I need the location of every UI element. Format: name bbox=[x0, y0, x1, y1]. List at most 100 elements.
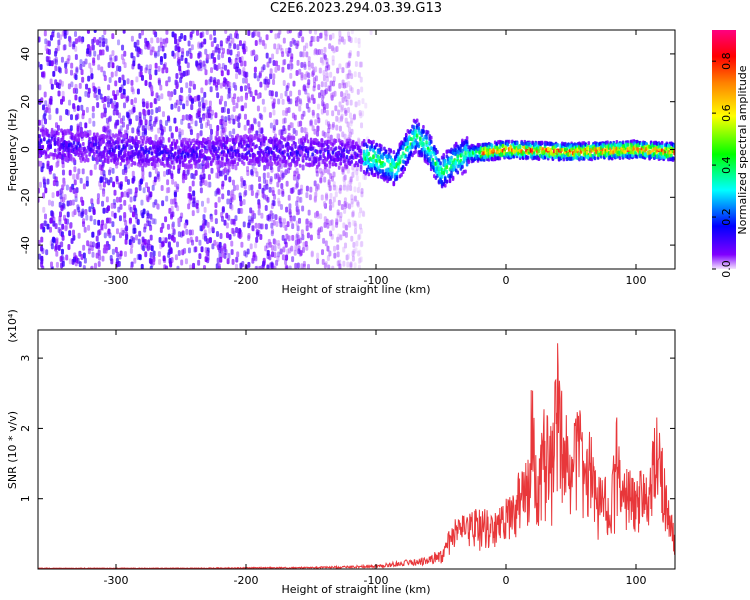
heatmap-cell bbox=[258, 153, 261, 158]
heatmap-cell bbox=[274, 173, 278, 180]
heatmap-cell bbox=[325, 193, 329, 200]
heatmap-cell bbox=[347, 31, 351, 38]
heatmap-cell bbox=[77, 206, 81, 213]
heatmap-cell bbox=[149, 115, 153, 122]
heatmap-cell bbox=[303, 127, 307, 134]
heatmap-cell bbox=[114, 94, 118, 101]
heatmap-cell bbox=[52, 130, 55, 135]
heatmap-cell bbox=[348, 52, 352, 59]
heatmap-cell bbox=[209, 237, 213, 244]
heatmap-cell bbox=[57, 131, 60, 136]
heatmap-cell bbox=[132, 175, 136, 182]
heatmap-cell bbox=[324, 260, 328, 267]
heatmap-cell bbox=[365, 144, 369, 149]
heatmap-cell bbox=[111, 210, 115, 217]
heatmap-cell bbox=[151, 218, 155, 225]
heatmap-cell bbox=[322, 92, 326, 99]
heatmap-cell bbox=[161, 45, 165, 52]
heatmap-cell bbox=[220, 156, 224, 161]
heatmap-cell bbox=[65, 184, 69, 191]
heatmap-cell bbox=[250, 189, 254, 196]
heatmap-cell bbox=[334, 185, 338, 192]
heatmap-cell bbox=[298, 98, 302, 105]
heatmap-cell bbox=[109, 98, 113, 105]
heatmap-cell bbox=[305, 218, 309, 225]
heatmap-cell bbox=[219, 82, 223, 89]
heatmap-cell bbox=[75, 187, 79, 194]
heatmap-cell bbox=[345, 99, 349, 106]
heatmap-cell bbox=[310, 94, 314, 101]
heatmap-cell bbox=[132, 224, 136, 231]
heatmap-cell bbox=[74, 30, 78, 37]
heatmap-cell bbox=[235, 53, 239, 60]
heatmap-cell bbox=[264, 223, 268, 230]
heatmap-cell bbox=[214, 209, 218, 216]
heatmap-cell bbox=[325, 102, 329, 109]
heatmap-cell bbox=[225, 232, 229, 239]
heatmap-cell bbox=[92, 153, 96, 158]
heatmap-cell bbox=[243, 124, 247, 131]
heatmap-cell bbox=[126, 178, 130, 185]
heatmap-cell bbox=[199, 51, 203, 58]
heatmap-cell bbox=[149, 258, 153, 265]
heatmap-cell bbox=[323, 30, 327, 36]
heatmap-cell bbox=[340, 91, 344, 98]
heatmap-cell bbox=[144, 163, 148, 168]
heatmap-cell bbox=[296, 59, 300, 66]
heatmap-cell bbox=[281, 118, 285, 125]
heatmap-cell bbox=[128, 218, 132, 225]
heatmap-cell bbox=[296, 95, 300, 102]
heatmap-cell bbox=[426, 130, 430, 135]
heatmap-cell bbox=[216, 43, 220, 50]
heatmap-cell bbox=[189, 264, 193, 269]
heatmap-cell bbox=[198, 253, 202, 260]
heatmap-cell bbox=[219, 40, 223, 47]
heatmap-cell bbox=[338, 82, 342, 89]
heatmap-cell bbox=[122, 88, 126, 95]
heatmap-cell bbox=[213, 56, 217, 63]
heatmap-cell bbox=[359, 207, 363, 214]
heatmap-cell bbox=[153, 98, 157, 105]
heatmap-cell bbox=[319, 67, 323, 74]
heatmap-cell bbox=[187, 247, 191, 254]
heatmap-cell bbox=[83, 257, 87, 264]
heatmap-cell bbox=[334, 162, 338, 167]
heatmap-cell bbox=[347, 35, 351, 42]
heatmap-cell bbox=[54, 56, 58, 63]
heatmap-cell bbox=[117, 39, 121, 46]
heatmap-cell bbox=[422, 142, 425, 147]
heatmap-cell bbox=[295, 200, 299, 207]
heatmap-cell bbox=[288, 211, 292, 218]
heatmap-cell bbox=[347, 60, 351, 67]
heatmap-cell bbox=[64, 225, 68, 232]
heatmap-cell bbox=[153, 176, 157, 183]
heatmap-cell bbox=[86, 157, 90, 162]
heatmap-cell bbox=[358, 145, 361, 150]
heatmap-cell bbox=[281, 66, 285, 73]
heatmap-cell bbox=[279, 248, 283, 255]
heatmap-cell bbox=[243, 60, 247, 67]
heatmap-cell bbox=[175, 126, 179, 133]
heatmap-cell bbox=[77, 137, 80, 142]
heatmap-cell bbox=[341, 166, 345, 173]
heatmap-cell bbox=[88, 136, 91, 141]
heatmap-cell bbox=[97, 64, 101, 71]
heatmap-cell bbox=[162, 240, 166, 247]
heatmap-cell bbox=[130, 261, 134, 268]
heatmap-cell bbox=[125, 234, 129, 241]
heatmap-cell bbox=[63, 153, 66, 158]
heatmap-cell bbox=[257, 209, 261, 216]
heatmap-cell bbox=[235, 33, 239, 40]
heatmap-cell bbox=[490, 143, 494, 148]
heatmap-cell bbox=[55, 161, 59, 168]
heatmap-cell bbox=[206, 106, 210, 113]
heatmap-cell bbox=[349, 120, 353, 127]
heatmap-cell bbox=[323, 46, 327, 53]
heatmap-cell bbox=[116, 89, 120, 96]
heatmap-cell bbox=[242, 180, 246, 187]
heatmap-cell bbox=[102, 174, 106, 181]
heatmap-cell bbox=[270, 161, 274, 166]
heatmap-cell bbox=[183, 35, 187, 42]
heatmap-cell bbox=[154, 134, 158, 141]
heatmap-cell bbox=[341, 79, 345, 86]
